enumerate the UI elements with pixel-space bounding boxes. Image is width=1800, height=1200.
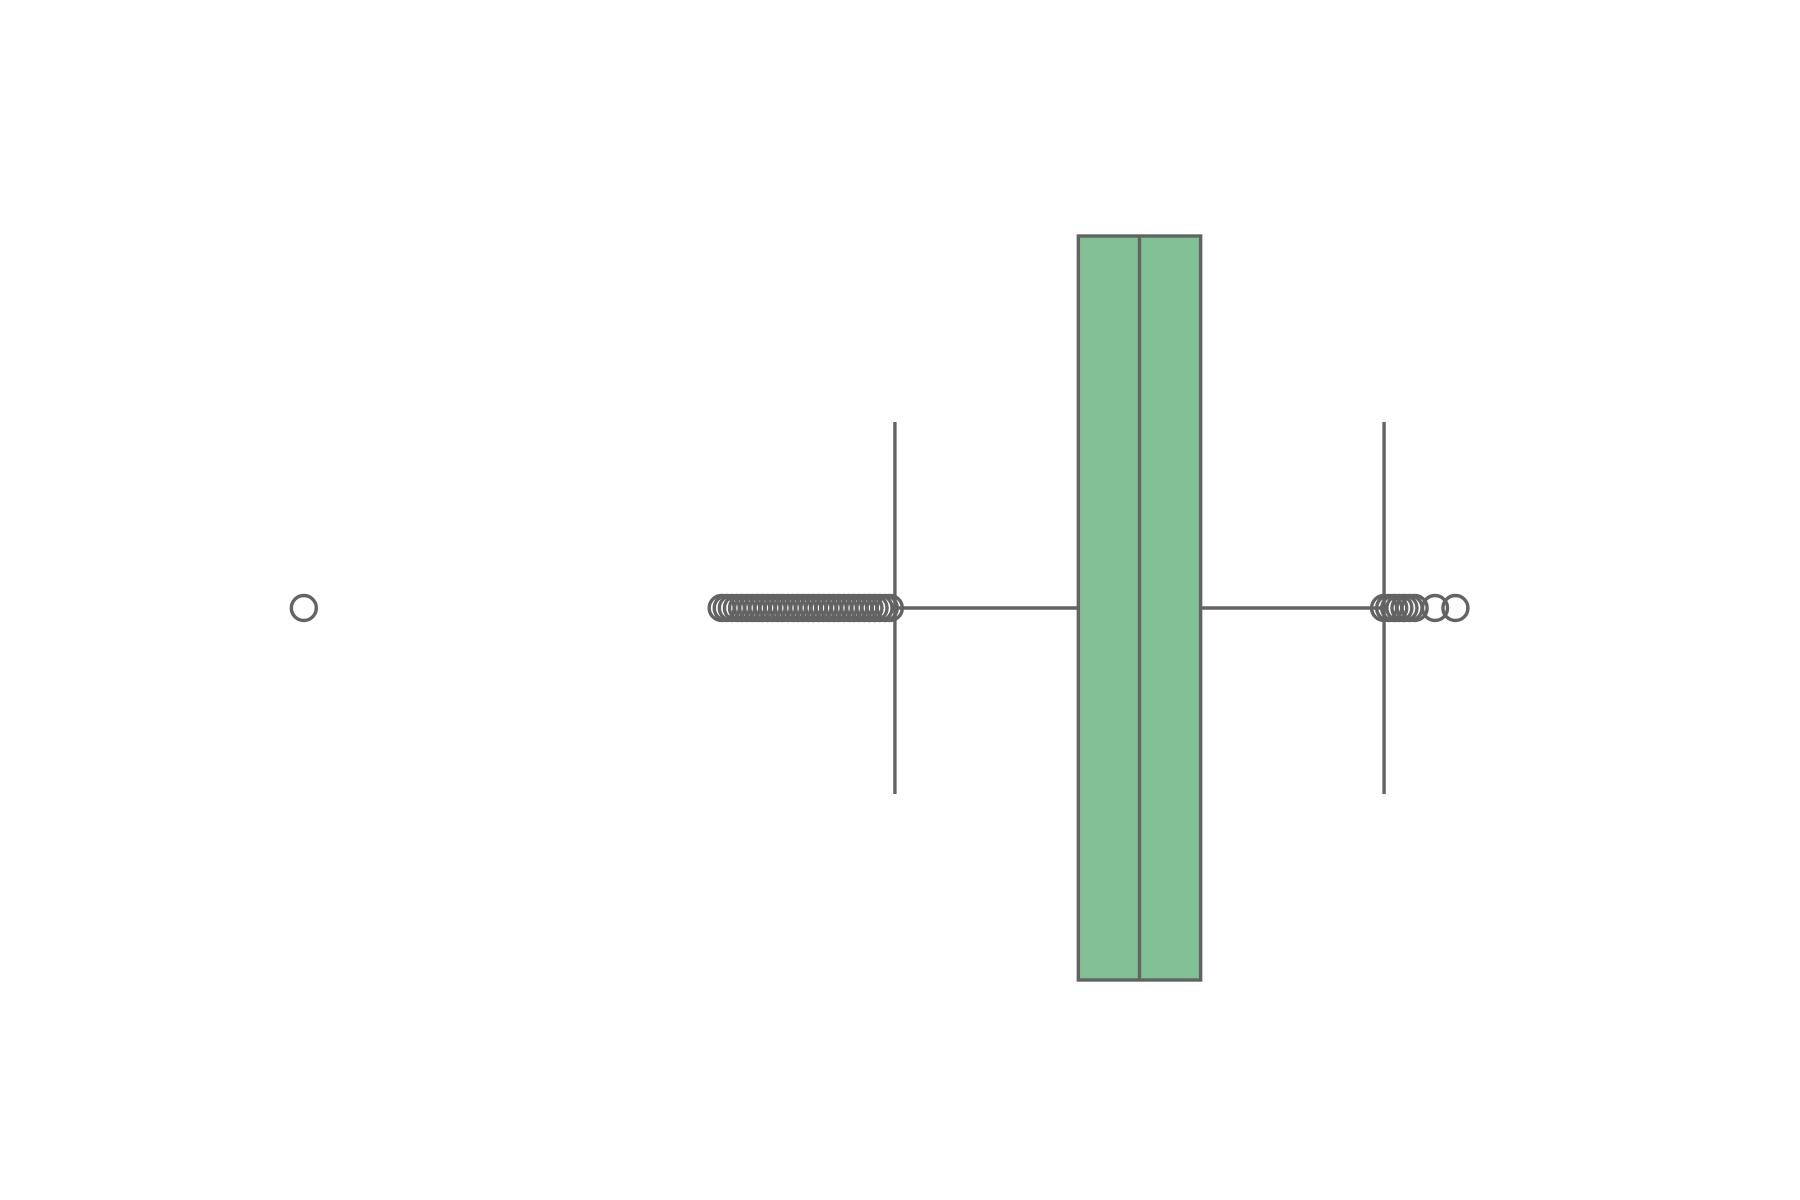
outlier-point-high (1420, 593, 1450, 623)
outlier-point-high (1441, 593, 1470, 623)
box-layer (1076, 234, 1203, 982)
outlier-point-high (1400, 593, 1429, 623)
whiskers-layer (893, 422, 1386, 794)
outlier-point-low (289, 593, 319, 623)
